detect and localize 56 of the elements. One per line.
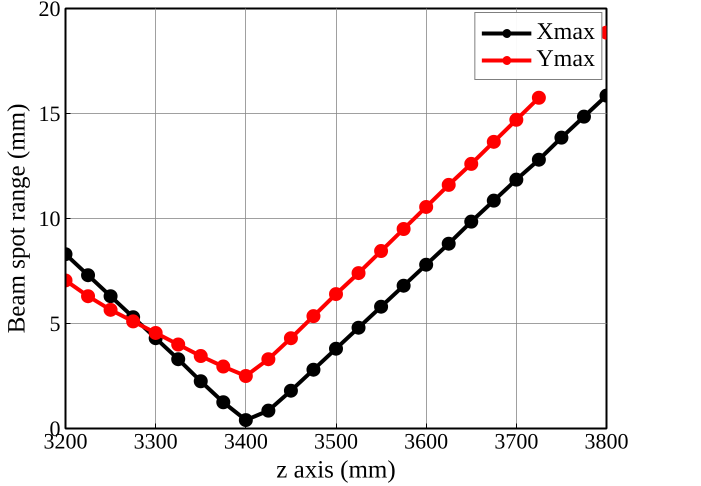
x-tick-label: 3500	[314, 428, 358, 454]
point	[306, 362, 320, 377]
legend-label: Ymax	[536, 46, 595, 73]
point	[171, 338, 186, 352]
point	[442, 178, 456, 192]
point	[352, 320, 366, 335]
point	[329, 287, 343, 302]
point	[81, 268, 96, 282]
point	[216, 360, 230, 374]
point	[419, 258, 434, 272]
y-tick-label: 20	[38, 0, 60, 21]
point	[374, 244, 388, 258]
point	[486, 134, 501, 149]
x-tick-label: 3400	[224, 428, 268, 454]
point	[509, 112, 524, 127]
point	[352, 266, 366, 280]
point	[148, 326, 163, 340]
point	[104, 302, 118, 317]
point	[81, 289, 96, 304]
x-axis-title: z axis (mm)	[276, 456, 396, 484]
legend-label: Xmax	[536, 19, 595, 46]
point	[509, 172, 524, 187]
point	[419, 200, 434, 214]
point	[284, 331, 298, 346]
point	[194, 374, 208, 388]
x-tick-label: 3700	[494, 428, 538, 454]
point	[194, 349, 208, 364]
x-tick-label: 3800	[584, 428, 628, 454]
y-tick-label: 10	[38, 206, 60, 231]
point	[238, 413, 253, 428]
point	[576, 110, 591, 124]
point	[261, 404, 276, 418]
x-tick-label: 3300	[134, 428, 178, 454]
point	[554, 130, 568, 145]
point	[306, 309, 320, 324]
point	[329, 342, 343, 356]
y-tick-label: 15	[38, 101, 60, 126]
point	[284, 384, 298, 398]
point	[261, 352, 276, 366]
point	[532, 90, 546, 105]
point	[374, 300, 388, 314]
point	[126, 314, 140, 328]
point	[238, 369, 253, 383]
point	[104, 289, 118, 304]
point	[396, 222, 411, 236]
point	[396, 278, 411, 293]
point	[464, 156, 478, 171]
point	[532, 152, 546, 167]
point	[216, 395, 230, 410]
y-tick-label: 5	[50, 311, 60, 336]
point	[486, 194, 501, 208]
x-tick-label: 3600	[404, 428, 448, 454]
point	[442, 236, 456, 251]
point	[171, 352, 186, 366]
y-axis-title: Beam spot range (mm)	[4, 104, 30, 334]
point	[464, 214, 478, 229]
